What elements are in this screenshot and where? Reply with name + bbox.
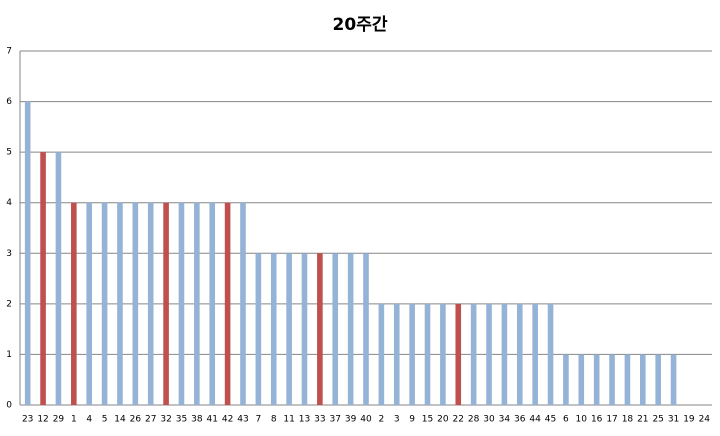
bar [424,303,431,405]
x-tick-label: 16 [591,415,603,425]
bar [532,303,538,405]
x-tick-label: 34 [499,415,511,425]
bar [194,202,200,405]
bar [470,303,477,405]
bar [40,152,46,405]
x-tick-label: 19 [683,415,695,425]
bar [332,253,339,405]
x-tick-label: 23 [22,415,33,425]
x-tick-label: 11 [283,415,294,425]
x-tick-label: 5 [102,415,108,425]
x-tick-label: 7 [255,415,261,425]
bar [640,354,646,405]
x-tick-label: 37 [330,415,341,425]
x-tick-label: 10 [576,415,588,425]
bar [440,303,446,405]
bar [101,202,108,405]
x-tick-label: 22 [453,415,464,425]
bar [516,303,523,405]
x-tick-label: 30 [483,415,495,425]
x-tick-label: 32 [160,415,171,425]
bar [132,202,139,405]
x-tick-label: 33 [314,415,325,425]
bar [593,354,600,405]
bar [270,253,277,405]
y-tick-label: 0 [6,401,12,411]
x-tick-label: 18 [622,415,634,425]
x-tick-label: 4 [86,415,92,425]
x-tick-label: 38 [191,415,203,425]
bar [455,303,462,405]
bar [378,303,385,405]
x-tick-label: 44 [529,415,541,425]
bar [624,354,631,405]
y-tick-label: 3 [6,249,12,259]
x-tick-label: 2 [379,415,385,425]
chart-title: 20주간 [333,15,388,35]
bar [563,354,569,405]
y-tick-label: 6 [6,97,12,107]
bar [655,354,661,405]
x-tick-label: 39 [345,415,357,425]
x-tick-label: 28 [468,415,480,425]
bar [547,303,554,405]
bar [24,101,31,406]
x-tick-label: 8 [271,415,277,425]
bar [55,152,62,405]
x-tick-label: 26 [130,415,142,425]
bar [117,202,123,405]
x-tick-label: 25 [652,415,663,425]
bar [501,303,508,405]
x-tick-label: 12 [37,415,48,425]
x-tick-label: 20 [437,415,449,425]
bar [209,202,216,405]
bar [670,354,677,405]
x-tick-label: 13 [299,415,310,425]
bar [255,253,262,405]
bar [71,202,77,405]
bar [163,202,169,405]
bar [347,253,354,405]
bar [317,253,323,405]
bar [578,354,585,405]
x-tick-label: 6 [563,415,569,425]
bar [363,253,369,405]
x-tick-label: 15 [422,415,433,425]
bar [301,253,308,405]
x-tick-label: 27 [145,415,156,425]
x-tick-label: 1 [71,415,77,425]
x-tick-label: 42 [222,415,233,425]
bar [286,253,292,405]
x-tick-label: 14 [114,415,126,425]
x-tick-label: 43 [237,415,248,425]
x-tick-label: 21 [637,415,648,425]
x-tick-label: 9 [409,415,415,425]
x-tick-label: 3 [394,415,400,425]
y-tick-label: 4 [6,198,12,208]
x-tick-label: 29 [53,415,65,425]
bar [486,303,492,405]
x-tick-label: 35 [176,415,187,425]
x-tick-label: 41 [206,415,217,425]
x-tick-label: 36 [514,415,526,425]
y-tick-label: 5 [6,148,12,158]
y-tick-label: 1 [6,350,12,360]
x-tick-label: 17 [606,415,617,425]
bar [240,202,246,405]
y-tick-label: 2 [6,299,12,309]
x-tick-label: 31 [668,415,679,425]
bar [609,354,615,405]
bar [178,202,185,405]
y-tick-label: 7 [6,47,12,57]
x-tick-label: 45 [545,415,556,425]
bar [409,303,415,405]
x-tick-label: 40 [360,415,372,425]
bar [393,303,400,405]
bar [86,202,92,405]
x-tick-label: 24 [699,415,711,425]
bar [224,202,231,405]
bar [147,202,154,405]
